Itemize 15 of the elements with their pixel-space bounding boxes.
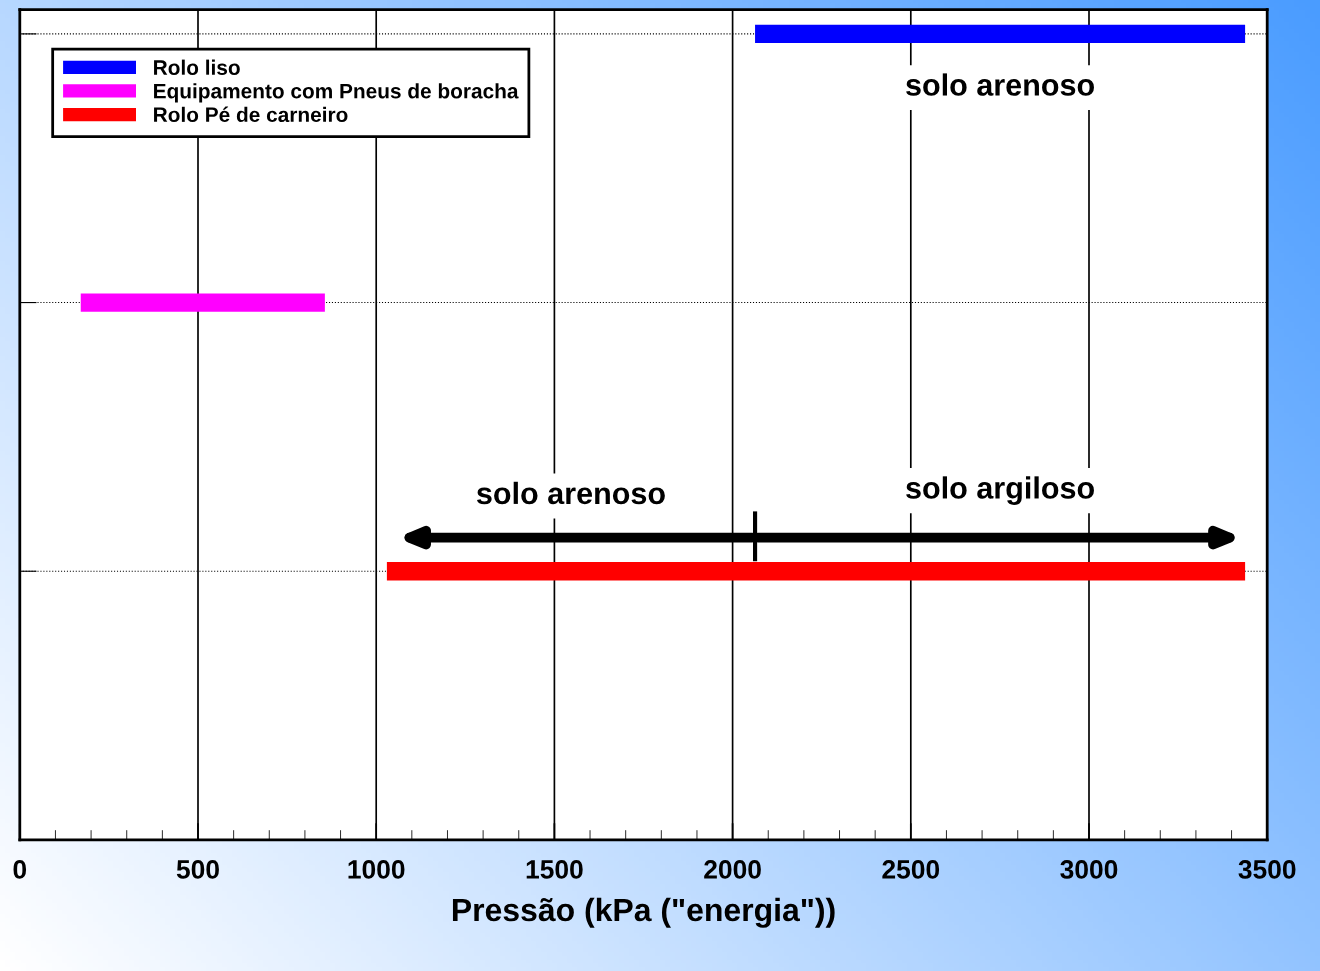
annotation: solo arenoso bbox=[906, 73, 1094, 96]
x-tick-label: 3500 bbox=[1238, 860, 1296, 879]
x-tick-label: 2500 bbox=[882, 860, 940, 879]
legend-label: Rolo Pé de carneiro bbox=[154, 106, 348, 123]
x-tick-label: 3000 bbox=[1060, 860, 1118, 879]
x-axis-title: Pressão (kPa ("energia")) bbox=[452, 897, 835, 928]
x-tick-label: 500 bbox=[176, 860, 219, 879]
annotation: solo argiloso bbox=[906, 476, 1094, 505]
x-tick-label: 1000 bbox=[348, 860, 405, 879]
legend-label: Rolo liso bbox=[154, 59, 240, 75]
x-tick-label: 1500 bbox=[526, 860, 583, 879]
annotation: solo arenoso bbox=[476, 481, 665, 505]
legend-label: Equipamento com Pneus de boracha bbox=[154, 83, 519, 103]
x-tick-label: 0 bbox=[13, 860, 27, 879]
x-tick-label: 2000 bbox=[704, 860, 761, 879]
